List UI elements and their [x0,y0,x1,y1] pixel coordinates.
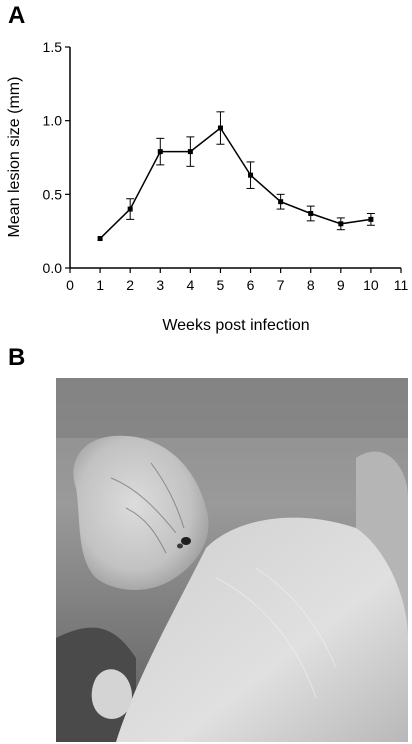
data-point [187,149,193,155]
x-tick-label: 10 [363,277,379,293]
x-tick-label: 2 [126,277,134,293]
mouse-ear-photo [56,378,408,742]
series-line [99,126,372,240]
error-bars [126,111,375,231]
data-point [217,125,223,131]
x-tick-label: 3 [156,277,164,293]
y-tick-label: 1.5 [43,39,63,55]
y-axis-title: Mean lesion size (mm) [6,77,23,238]
data-point [308,210,314,216]
data-point [278,199,284,205]
y-tick-label: 0.0 [43,260,63,276]
data-point [97,236,103,242]
x-tick-label: 7 [277,277,285,293]
x-tick-label: 1 [96,277,104,293]
chart-axes: 0 1 2 3 4 5 6 7 8 9 10 11 0.0 0.5 1.0 1.5 [43,39,409,293]
data-point [248,172,254,178]
x-tick-label: 6 [247,277,255,293]
panel-b-label: B [8,344,26,371]
lesion-size-chart: 0 1 2 3 4 5 6 7 8 9 10 11 0.0 0.5 1.0 1.5 Weeks post in… [6,39,409,334]
x-tick-label: 8 [307,277,315,293]
y-tick-label: 1.0 [43,113,63,129]
y-tick-label: 0.5 [43,186,63,202]
data-point [368,216,374,222]
x-tick-label: 9 [337,277,345,293]
x-tick-label: 0 [66,277,74,293]
data-point [338,221,344,227]
data-point [157,149,163,155]
mouse-ear-image [56,378,408,742]
chart-series [97,125,374,242]
data-point [127,206,133,212]
x-tick-label: 11 [394,277,409,293]
x-axis-title: Weeks post infection [162,317,309,334]
x-tick-label: 5 [217,277,225,293]
x-tick-label: 4 [186,277,194,293]
panel-a-label: A [8,2,26,29]
